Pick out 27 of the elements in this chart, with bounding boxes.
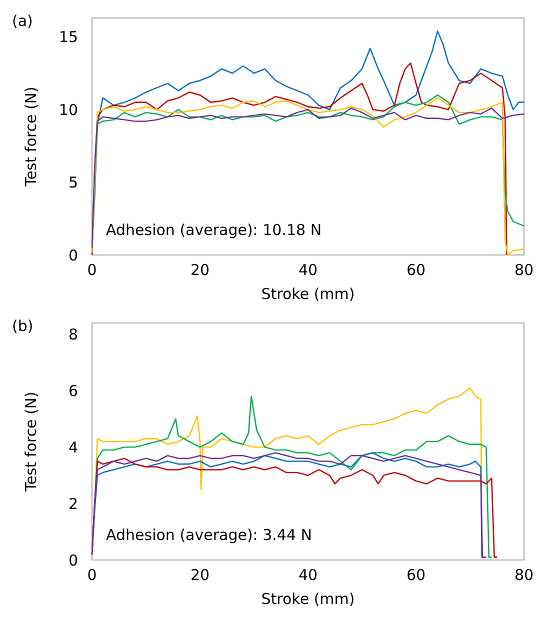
y-tick-label: 0 [68, 551, 78, 570]
x-tick-label: 60 [406, 566, 426, 584]
x-tick-label: 60 [406, 261, 426, 279]
y-tick-label: 10 [58, 100, 78, 119]
x-tick-label: 0 [87, 261, 97, 279]
annotation: Adhesion (average): 10.18 N [106, 221, 322, 239]
annotation: Adhesion (average): 3.44 N [106, 526, 312, 544]
x-axis-title: Stroke (mm) [261, 285, 355, 303]
y-axis-title: Test force (N) [22, 392, 40, 492]
y-tick-label: 5 [68, 174, 78, 192]
y-axis-title: Test force (N) [22, 86, 40, 188]
chart-title: (a) [12, 12, 33, 30]
x-tick-label: 40 [298, 261, 318, 279]
y-tick-label: 2 [68, 494, 78, 513]
x-axis-title: Stroke (mm) [261, 590, 355, 608]
x-tick-label: 80 [514, 261, 534, 279]
chart-title: (b) [12, 317, 34, 335]
x-tick-label: 80 [514, 566, 534, 584]
y-tick-label: 4 [68, 438, 78, 456]
y-tick-label: 6 [68, 382, 78, 400]
y-tick-label: 8 [68, 326, 78, 344]
x-tick-label: 0 [87, 566, 97, 584]
y-tick-label: 0 [68, 246, 78, 264]
x-tick-label: 20 [190, 261, 210, 279]
x-tick-label: 40 [298, 566, 318, 584]
y-tick-label: 15 [58, 28, 78, 46]
x-tick-label: 20 [190, 566, 210, 584]
